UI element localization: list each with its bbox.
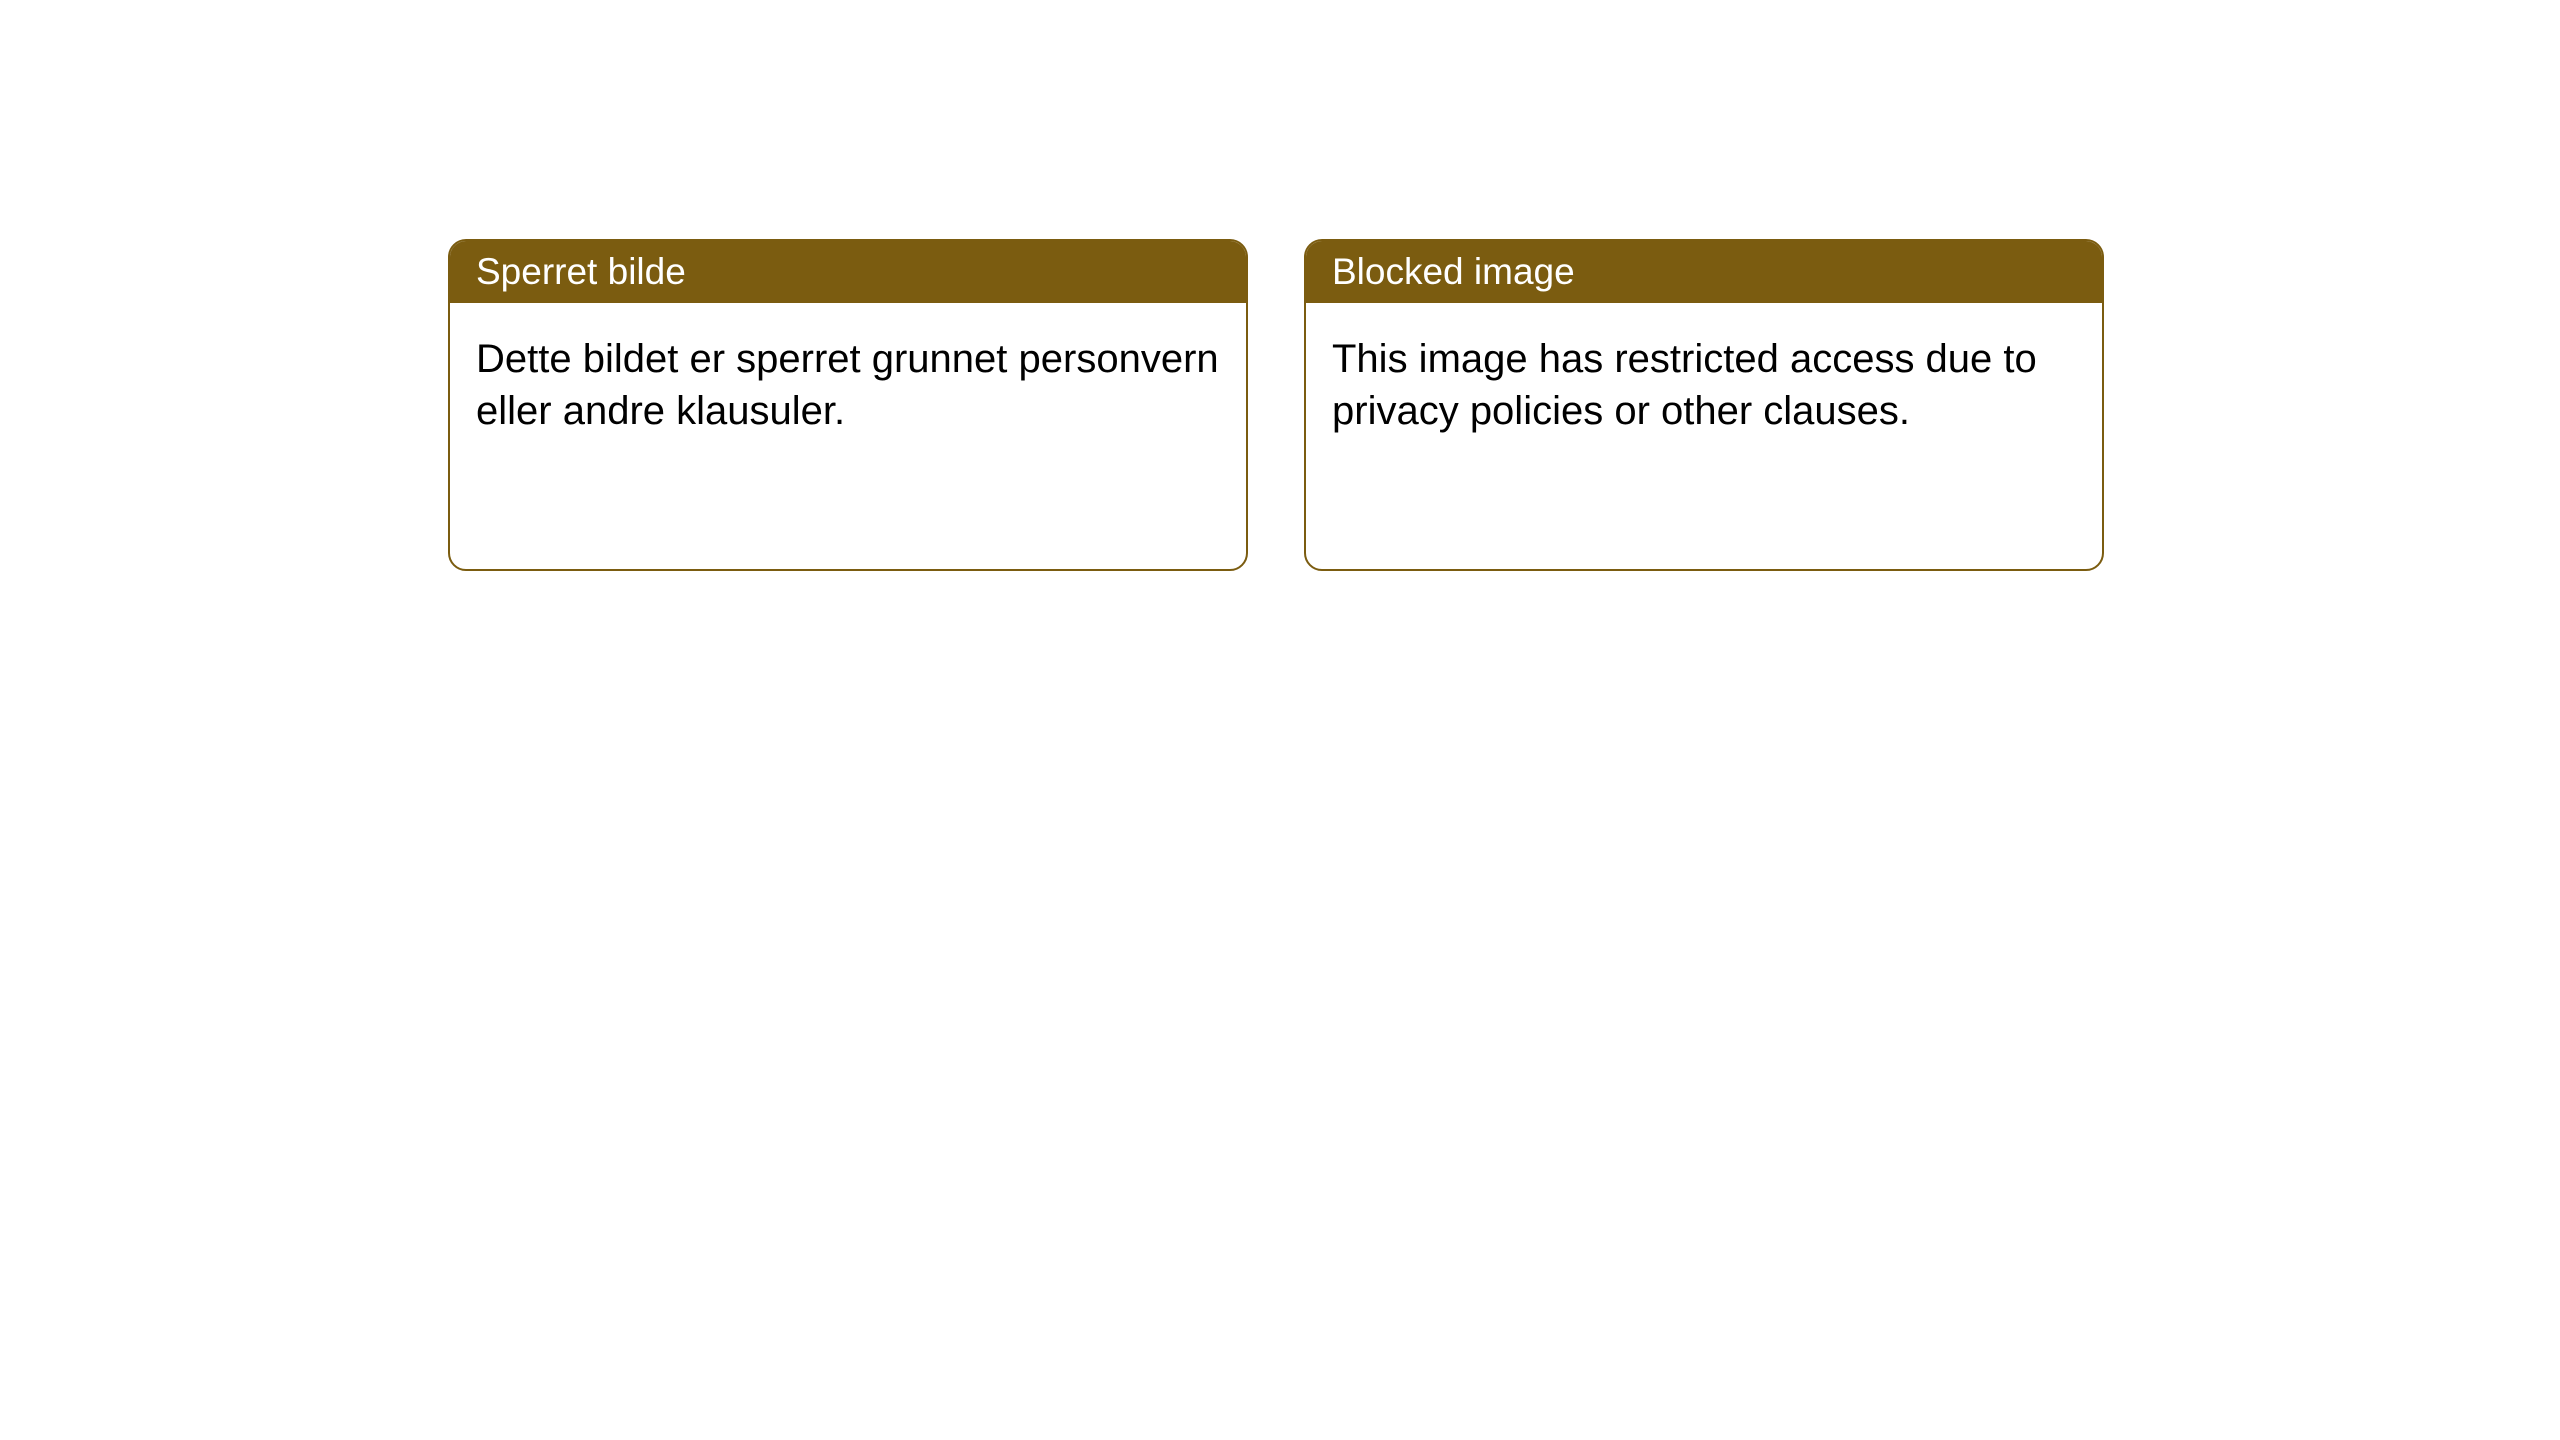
card-header: Blocked image xyxy=(1306,241,2102,303)
card-body-text: Dette bildet er sperret grunnet personve… xyxy=(476,337,1219,433)
card-title: Sperret bilde xyxy=(476,251,686,292)
notice-card-container: Sperret bilde Dette bildet er sperret gr… xyxy=(448,239,2104,571)
card-body-text: This image has restricted access due to … xyxy=(1332,337,2037,433)
card-header: Sperret bilde xyxy=(450,241,1246,303)
notice-card-norwegian: Sperret bilde Dette bildet er sperret gr… xyxy=(448,239,1248,571)
card-title: Blocked image xyxy=(1332,251,1575,292)
card-body: Dette bildet er sperret grunnet personve… xyxy=(450,303,1246,467)
notice-card-english: Blocked image This image has restricted … xyxy=(1304,239,2104,571)
card-body: This image has restricted access due to … xyxy=(1306,303,2102,467)
